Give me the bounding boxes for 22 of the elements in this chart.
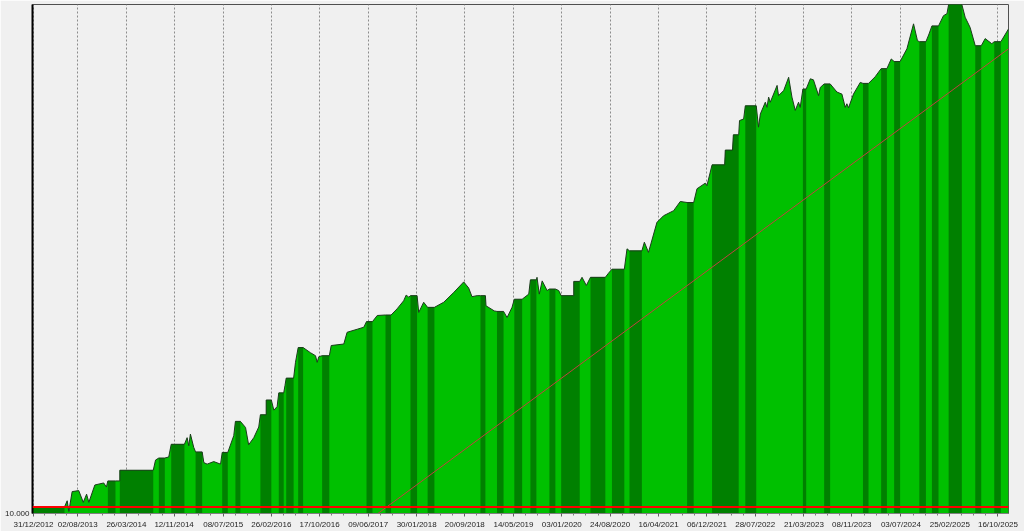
x-tick-label: 08/07/2015 (203, 519, 244, 529)
x-tick-label: 25/02/2025 (929, 519, 971, 529)
x-tick-label: 06/12/2021 (686, 519, 728, 529)
x-tick-label: 24/08/2020 (590, 519, 631, 529)
x-tick-label: 03/07/2024 (880, 519, 922, 529)
x-tick-label: 12/11/2014 (154, 519, 195, 529)
x-tick-label: 08/11/2023 (832, 519, 873, 529)
x-tick-label: 09/06/2017 (348, 519, 389, 529)
x-tick-label: 26/03/2014 (106, 519, 147, 529)
x-tick-label: 03/01/2020 (541, 519, 583, 529)
x-tick-label: 16/04/2021 (638, 519, 680, 529)
x-tick-label: 28/07/2022 (735, 519, 776, 529)
x-tick-label: 20/09/2018 (444, 519, 486, 529)
x-tick-label: 21/03/2023 (783, 519, 825, 529)
x-tick-label: 17/10/2016 (299, 519, 341, 529)
x-tick-label: 02/08/2013 (57, 519, 99, 529)
x-tick-label: 30/01/2018 (396, 519, 438, 529)
x-tick-label: 26/02/2016 (251, 519, 292, 529)
x-tick-label: 16/10/2025 (977, 519, 1019, 529)
x-tick-label: 31/12/2012 (13, 519, 55, 529)
x-tick-label: 14/05/2019 (493, 519, 535, 529)
text: 10.000 (5, 509, 31, 518)
